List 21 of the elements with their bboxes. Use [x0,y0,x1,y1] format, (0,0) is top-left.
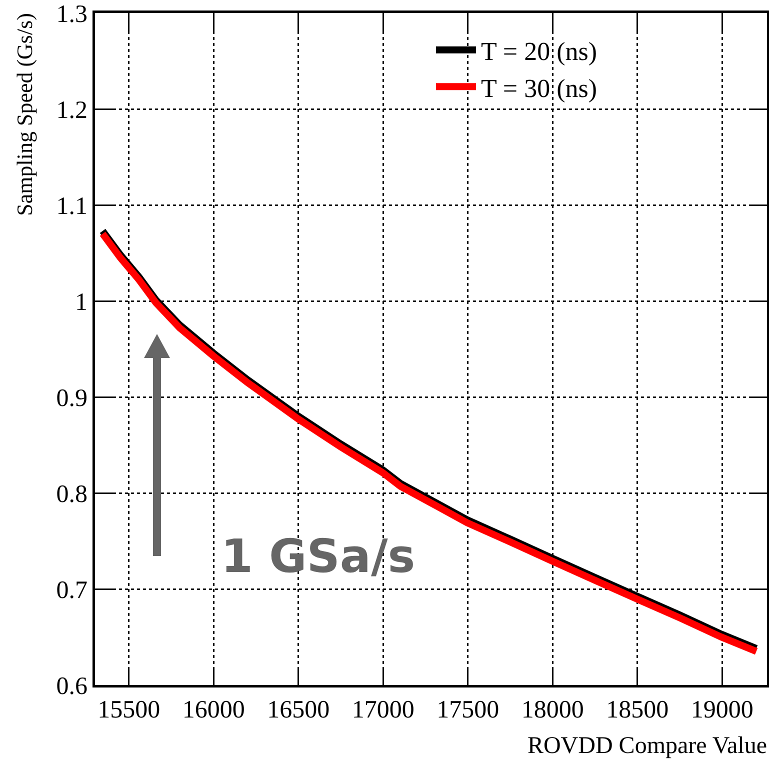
x-tick-label: 17000 [352,696,414,724]
y-tick-label: 0.6 [56,672,88,700]
x-tick-label: 18000 [521,696,584,724]
x-tick-label: 19000 [690,696,754,724]
x-tick-label: 17500 [436,696,500,724]
x-tick-label: 18500 [606,696,669,724]
legend-label: T = 20 (ns) [481,36,598,66]
y-tick-label: 0.9 [56,384,88,412]
legend-label: T = 30 (ns) [481,74,598,103]
y-axis-title: Sampling Speed (Gs/s) [12,13,37,216]
annotation: 1 GSa/s [221,529,416,583]
y-tick-label: 1.3 [56,0,88,28]
x-axis-title: ROVDD Compare Value [527,733,767,760]
x-tick-label: 15500 [98,696,160,724]
y-tick-label: 0.7 [56,576,88,604]
y-tick-label: 1.1 [56,192,88,220]
y-tick-label: 0.8 [56,480,88,508]
x-tick-label: 16000 [182,696,245,724]
y-tick-label: 1 [75,288,88,316]
x-tick-label: 16500 [267,696,330,724]
y-tick-label: 1.2 [56,96,88,124]
